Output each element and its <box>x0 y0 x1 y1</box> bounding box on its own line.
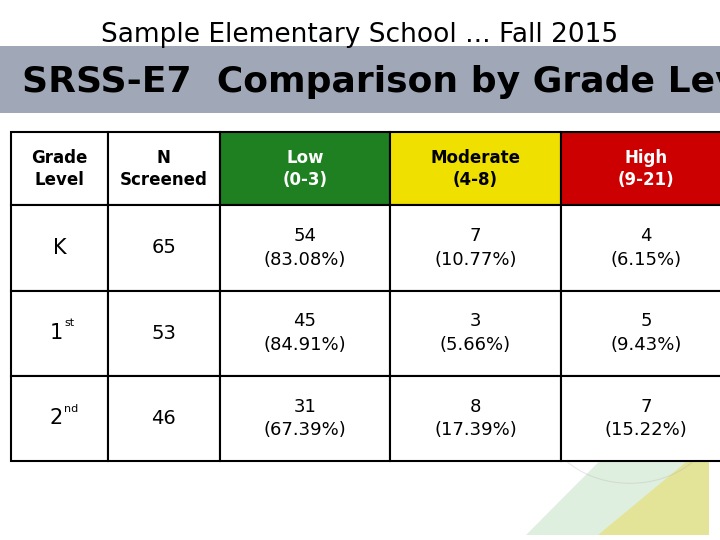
Text: nd: nd <box>65 404 78 414</box>
Text: Sample Elementary School ... Fall 2015: Sample Elementary School ... Fall 2015 <box>102 22 618 48</box>
Text: Grade
Level: Grade Level <box>31 148 88 189</box>
Text: 5: 5 <box>607 294 660 375</box>
Text: Low
(0-3): Low (0-3) <box>282 148 328 189</box>
Text: 7
(10.77%): 7 (10.77%) <box>434 227 517 269</box>
Text: 4
(6.15%): 4 (6.15%) <box>611 227 681 269</box>
Text: 7
(15.22%): 7 (15.22%) <box>605 397 687 440</box>
Text: 65: 65 <box>151 238 176 258</box>
Text: 5
(9.43%): 5 (9.43%) <box>610 312 682 354</box>
Text: 8
(17.39%): 8 (17.39%) <box>434 397 517 440</box>
Text: 2: 2 <box>50 408 63 429</box>
Text: 53: 53 <box>151 323 176 343</box>
Text: 31
(67.39%): 31 (67.39%) <box>264 397 346 440</box>
Text: Moderate
(4-8): Moderate (4-8) <box>431 148 521 189</box>
Text: 45
(84.91%): 45 (84.91%) <box>264 312 346 354</box>
Text: N
Screened: N Screened <box>120 148 208 189</box>
Text: 46: 46 <box>151 409 176 428</box>
Text: K: K <box>53 238 66 258</box>
Text: 3
(5.66%): 3 (5.66%) <box>440 312 511 354</box>
Text: SRSS-E7  Comparison by Grade Level: SRSS-E7 Comparison by Grade Level <box>22 65 720 99</box>
Text: 54
(83.08%): 54 (83.08%) <box>264 227 346 269</box>
Text: st: st <box>65 319 75 328</box>
Text: 1: 1 <box>50 323 63 343</box>
Text: High
(9-21): High (9-21) <box>618 148 674 189</box>
